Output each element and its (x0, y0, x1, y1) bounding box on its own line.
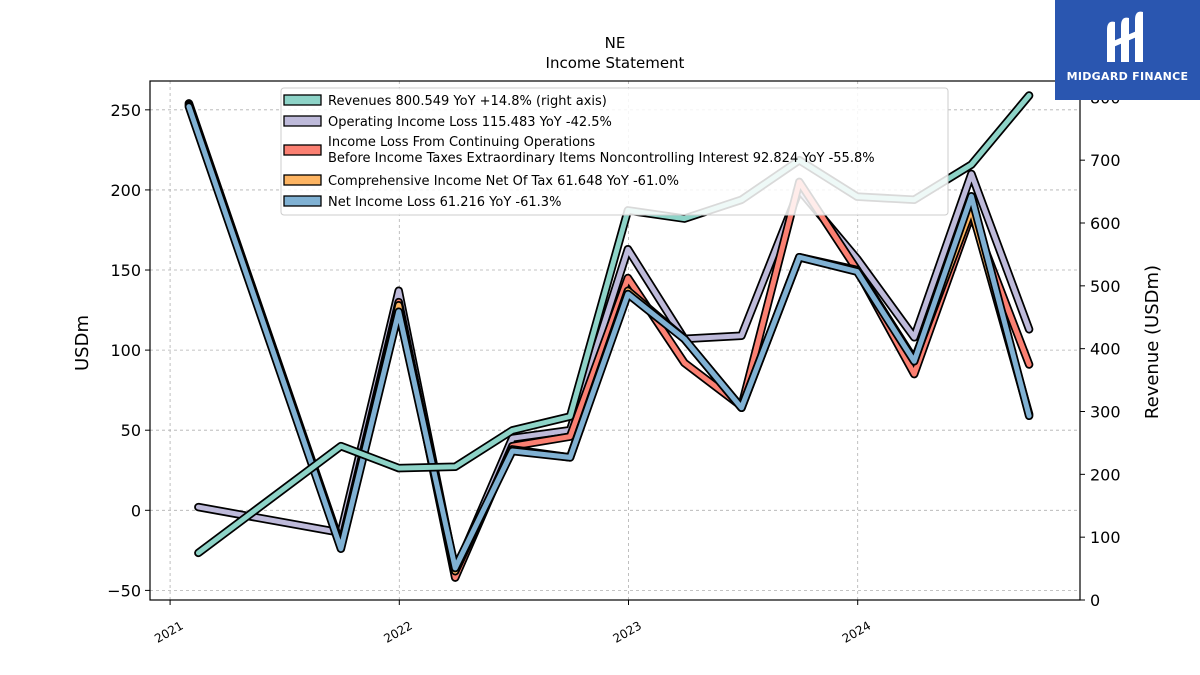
legend: Revenues 800.549 YoY +14.8% (right axis)… (280, 87, 949, 216)
x-tick-label: 2021 (152, 618, 185, 645)
y-right-tick-label: 400 (1090, 340, 1121, 359)
x-tick-label: 2024 (840, 618, 873, 645)
x-axis: 2021 2022 2023 2024 (152, 600, 873, 646)
legend-label: Operating Income Loss 115.483 YoY -42.5% (328, 115, 612, 130)
legend-swatch (283, 144, 322, 156)
series-1-outline (194, 169, 1034, 576)
legend-swatch (283, 174, 322, 186)
midgard-logo-icon (1107, 11, 1143, 62)
y-tick-label: 50 (121, 421, 141, 440)
y-tick-label: 150 (110, 261, 141, 280)
legend-swatch (283, 115, 322, 127)
legend-label: Comprehensive Income Net Of Tax 61.648 Y… (328, 174, 679, 189)
y-tick-label: 0 (131, 501, 141, 520)
brand-name: MIDGARD FINANCE (1066, 70, 1189, 83)
y-right-tick-label: 300 (1090, 403, 1121, 422)
legend-label: Revenues 800.549 YoY +14.8% (right axis) (328, 94, 607, 109)
left-axis: −50 0 50 100 150 200 250 (107, 101, 150, 600)
y-right-tick-label: 600 (1090, 214, 1121, 233)
chart-title: NE (605, 34, 626, 52)
y-axis-right-label: Revenue (USDm) (1142, 265, 1163, 419)
chart-subtitle: Income Statement (546, 54, 685, 72)
y-right-tick-label: 0 (1090, 591, 1100, 610)
right-axis: 0100200300400500600700800 (1080, 88, 1121, 610)
y-tick-label: 250 (110, 101, 141, 120)
series-1-line (195, 171, 1032, 574)
y-right-tick-label: 200 (1090, 465, 1121, 484)
brand-logo: MIDGARD FINANCE (1055, 0, 1200, 100)
legend-label: Income Loss From Continuing Operations Be… (328, 135, 875, 166)
y-right-tick-label: 700 (1090, 151, 1121, 170)
y-tick-label: 200 (110, 181, 141, 200)
legend-swatch (283, 195, 322, 207)
x-tick-label: 2023 (611, 618, 644, 645)
y-tick-label: −50 (107, 581, 141, 600)
y-right-tick-label: 100 (1090, 528, 1121, 547)
y-tick-label: 100 (110, 341, 141, 360)
legend-swatch (283, 94, 322, 106)
y-right-tick-label: 500 (1090, 277, 1121, 296)
legend-label: Net Income Loss 61.216 YoY -61.3% (328, 195, 561, 210)
plot-frame (149, 80, 1081, 601)
x-tick-label: 2022 (381, 618, 414, 645)
legend-box (280, 87, 949, 216)
y-axis-label: USDm (72, 315, 93, 371)
series-4-line (186, 104, 1032, 571)
